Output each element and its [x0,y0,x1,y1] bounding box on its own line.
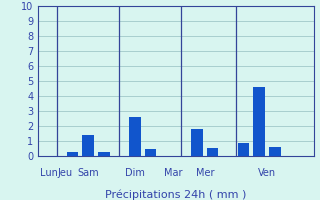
Text: Jeu: Jeu [57,168,72,178]
Bar [238,142,250,156]
Bar [191,129,203,156]
Bar [67,152,78,156]
Text: Mar: Mar [164,168,183,178]
Bar [82,135,94,156]
Bar [253,87,265,156]
Text: Lun: Lun [40,168,58,178]
Text: Dim: Dim [125,168,145,178]
Text: Mer: Mer [196,168,214,178]
Text: Ven: Ven [258,168,276,178]
Text: Précipitations 24h ( mm ): Précipitations 24h ( mm ) [105,189,247,200]
Bar [269,147,281,156]
Bar [207,148,218,156]
Bar [98,152,109,156]
Bar [129,117,140,156]
Bar [145,148,156,156]
Text: Sam: Sam [77,168,99,178]
